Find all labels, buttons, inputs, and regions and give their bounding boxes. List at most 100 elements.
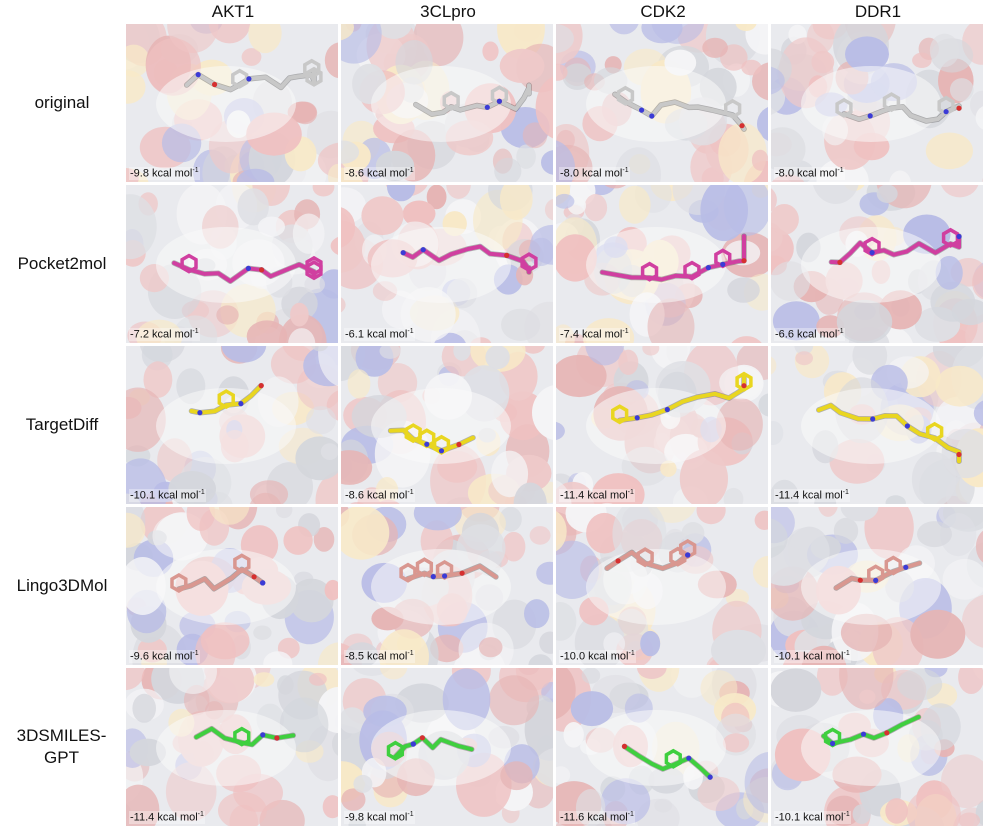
protein-surface-image: [126, 668, 338, 826]
ligand-heteroatom: [944, 109, 949, 114]
ligand-heteroatom: [905, 423, 910, 428]
binding-pocket: [156, 710, 296, 786]
binding-energy-label: -11.4 kcal mol-1: [774, 489, 850, 502]
protein-surface-image: [341, 668, 553, 826]
ligand-heteroatom: [401, 250, 406, 255]
surface-blob: [489, 675, 539, 725]
binding-energy-unit: kcal mol: [367, 329, 407, 341]
binding-energy-unit: kcal mol: [802, 490, 842, 502]
protein-surface-image: [341, 185, 553, 343]
binding-pocket: [586, 388, 726, 464]
protein-surface-image: [126, 24, 338, 182]
ligand-heteroatom: [858, 578, 863, 583]
unit-exponent: -1: [843, 650, 849, 657]
docking-panel: -8.5 kcal mol-1: [341, 507, 553, 665]
binding-energy-label: -10.0 kcal mol-1: [559, 650, 636, 663]
binding-energy-label: -9.8 kcal mol-1: [344, 811, 415, 824]
binding-energy-value: -11.4: [130, 812, 154, 824]
protein-surface-image: [556, 668, 768, 826]
surface-blob: [771, 669, 821, 712]
binding-energy-unit: kcal mol: [587, 490, 627, 502]
surface-blob: [936, 366, 984, 407]
ligand-heteroatom: [665, 407, 670, 412]
binding-pocket: [371, 227, 511, 303]
surface-blob: [910, 610, 965, 659]
surface-blob: [283, 526, 312, 555]
column-header-akt1: AKT1: [126, 2, 340, 22]
surface-blob: [556, 766, 570, 784]
ligand-heteroatom: [861, 732, 866, 737]
binding-energy-unit: kcal mol: [152, 329, 192, 341]
unit-exponent: -1: [192, 650, 198, 657]
surface-blob: [556, 422, 565, 441]
surface-blob: [571, 691, 613, 726]
binding-pocket: [586, 549, 726, 625]
surface-blob: [524, 302, 553, 343]
unit-exponent: -1: [407, 489, 413, 496]
docking-panel: -10.1 kcal mol-1: [771, 507, 983, 665]
column-header-3clpro: 3CLpro: [341, 2, 555, 22]
unit-exponent: -1: [843, 811, 849, 818]
binding-energy-value: -8.0: [560, 168, 579, 180]
ligand-heteroatom: [870, 250, 875, 255]
surface-blob: [126, 70, 146, 103]
ligand-heteroatom: [685, 552, 690, 557]
surface-blob: [306, 406, 336, 434]
binding-energy-value: -10.1: [775, 651, 800, 663]
ligand-heteroatom: [411, 741, 416, 746]
binding-energy-value: -10.1: [775, 812, 800, 824]
docking-panel: -9.8 kcal mol-1: [126, 24, 338, 182]
surface-blob: [321, 443, 338, 460]
docking-panel: -9.6 kcal mol-1: [126, 507, 338, 665]
surface-blob: [877, 185, 898, 203]
surface-blob: [528, 654, 552, 665]
binding-energy-unit: kcal mol: [367, 812, 407, 824]
surface-blob: [930, 34, 960, 67]
surface-blob: [834, 518, 858, 544]
binding-energy-value: -11.4: [775, 490, 799, 502]
surface-blob: [253, 626, 271, 640]
surface-blob: [276, 507, 292, 518]
binding-energy-label: -6.6 kcal mol-1: [774, 328, 845, 341]
ligand-heteroatom: [868, 113, 873, 118]
ligand-heteroatom: [739, 123, 744, 128]
surface-blob: [446, 185, 471, 199]
ligand-heteroatom: [259, 383, 264, 388]
surface-blob: [126, 668, 145, 690]
binding-energy-value: -8.6: [345, 168, 364, 180]
protein-surface-image: [126, 346, 338, 504]
row-label-pocket2mol: Pocket2mol: [0, 253, 124, 275]
unit-exponent: -1: [628, 489, 634, 496]
binding-energy-unit: kcal mol: [803, 651, 843, 663]
binding-energy-label: -6.1 kcal mol-1: [344, 328, 415, 341]
surface-blob: [609, 24, 640, 34]
unit-exponent: -1: [407, 650, 413, 657]
surface-blob: [530, 526, 551, 545]
ligand-heteroatom: [497, 99, 502, 104]
docking-panel: -6.1 kcal mol-1: [341, 185, 553, 343]
surface-blob: [958, 668, 983, 694]
binding-energy-label: -8.6 kcal mol-1: [344, 489, 415, 502]
ligand-heteroatom: [274, 735, 279, 740]
surface-blob: [812, 185, 859, 204]
binding-energy-unit: kcal mol: [582, 329, 622, 341]
binding-energy-label: -8.6 kcal mol-1: [344, 167, 415, 180]
surface-blob: [380, 668, 408, 680]
protein-surface-image: [341, 346, 553, 504]
unit-exponent: -1: [843, 489, 849, 496]
surface-blob: [885, 798, 908, 824]
binding-energy-value: -10.0: [560, 651, 585, 663]
surface-blob: [361, 196, 403, 235]
ligand-heteroatom: [504, 253, 509, 258]
binding-pocket: [801, 388, 941, 464]
ligand-heteroatom: [870, 416, 875, 421]
surface-blob: [290, 303, 309, 327]
binding-energy-label: -8.0 kcal mol-1: [774, 167, 845, 180]
surface-blob: [697, 777, 739, 811]
surface-blob: [353, 775, 372, 793]
binding-energy-value: -11.4: [560, 490, 584, 502]
docking-panel: -8.6 kcal mol-1: [341, 24, 553, 182]
ligand-heteroatom: [706, 265, 711, 270]
binding-energy-unit: kcal mol: [158, 490, 198, 502]
binding-pocket: [371, 549, 511, 625]
